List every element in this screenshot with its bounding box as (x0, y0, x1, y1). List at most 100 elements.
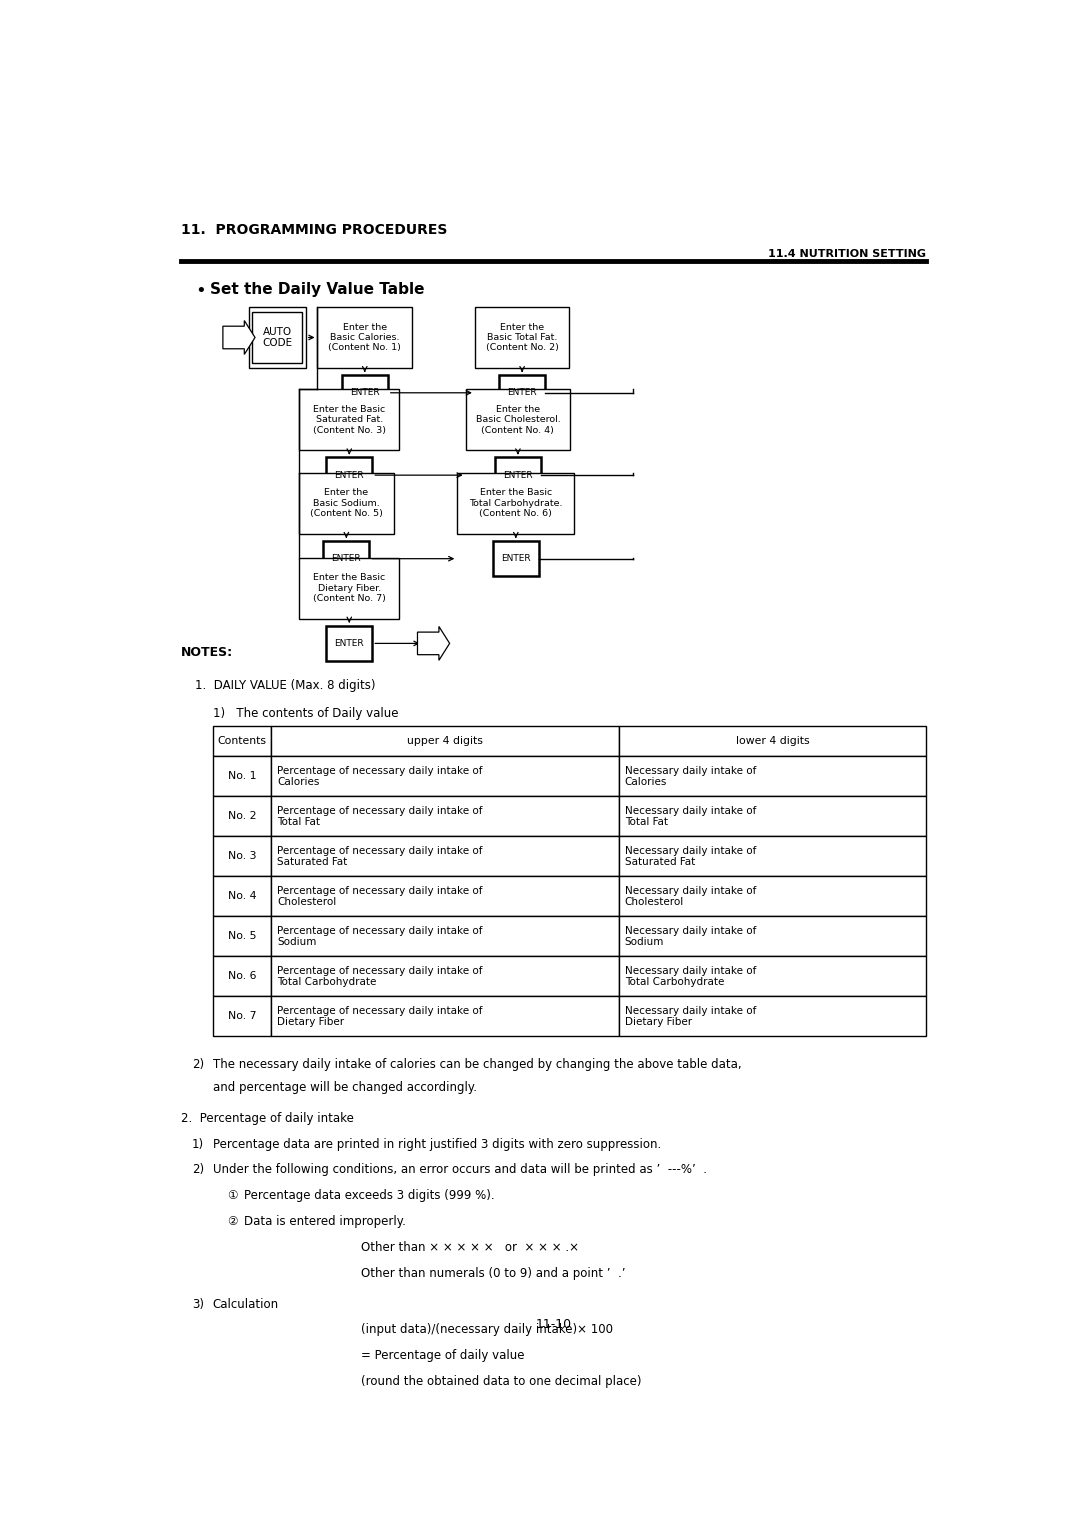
Bar (326, 626, 373, 662)
Bar (213, 796, 271, 836)
Text: No. 6: No. 6 (228, 972, 256, 981)
Bar (619, 836, 926, 877)
Text: = Percentage of daily value: = Percentage of daily value (361, 1349, 525, 1363)
Text: Calculation: Calculation (213, 1297, 279, 1311)
Text: (input data)/(necessary daily intake)× 100: (input data)/(necessary daily intake)× 1… (361, 1323, 613, 1337)
Text: lower 4 digits: lower 4 digits (735, 736, 809, 746)
Text: and percentage will be changed accordingly.: and percentage will be changed according… (213, 1082, 477, 1094)
FancyArrow shape (222, 321, 255, 354)
Text: 1.  DAILY VALUE (Max. 8 digits): 1. DAILY VALUE (Max. 8 digits) (195, 678, 376, 692)
Text: (round the obtained data to one decimal place): (round the obtained data to one decimal … (361, 1375, 642, 1389)
Bar (271, 917, 619, 957)
Text: ENTER: ENTER (503, 471, 532, 480)
Text: upper 4 digits: upper 4 digits (407, 736, 483, 746)
Text: Necessary daily intake of
Cholesterol: Necessary daily intake of Cholesterol (624, 886, 756, 908)
Text: ①: ① (227, 1189, 238, 1203)
Text: 11.  PROGRAMMING PROCEDURES: 11. PROGRAMMING PROCEDURES (181, 223, 447, 237)
Text: Contents: Contents (218, 736, 267, 746)
Text: No. 3: No. 3 (228, 851, 256, 862)
Bar (271, 796, 619, 836)
Bar (619, 917, 926, 957)
Text: Percentage of necessary daily intake of
Dietary Fiber: Percentage of necessary daily intake of … (278, 1005, 483, 1027)
Text: d: d (225, 332, 232, 344)
Text: 2.  Percentage of daily intake: 2. Percentage of daily intake (181, 1112, 354, 1125)
Text: No. 2: No. 2 (228, 811, 256, 822)
Text: Percentage of necessary daily intake of
Saturated Fat: Percentage of necessary daily intake of … (278, 845, 483, 868)
Text: Necessary daily intake of
Sodium: Necessary daily intake of Sodium (624, 926, 756, 947)
Bar (253, 312, 302, 364)
Bar (619, 957, 926, 996)
Bar (299, 472, 393, 533)
Bar (341, 376, 388, 411)
Bar (271, 756, 619, 796)
Text: ENTER: ENTER (508, 388, 537, 397)
Text: ENTER: ENTER (350, 388, 379, 397)
Text: 1)   The contents of Daily value: 1) The contents of Daily value (213, 707, 399, 720)
Text: Percentage of necessary daily intake of
Cholesterol: Percentage of necessary daily intake of … (278, 886, 483, 908)
Bar (271, 877, 619, 917)
Text: Other than numerals (0 to 9) and a point ’  .’: Other than numerals (0 to 9) and a point… (361, 1267, 625, 1280)
Text: Percentage of necessary daily intake of
Calories: Percentage of necessary daily intake of … (278, 766, 483, 787)
Bar (619, 996, 926, 1036)
Bar (271, 996, 619, 1036)
Bar (457, 472, 575, 533)
Bar (619, 796, 926, 836)
Bar (213, 726, 271, 756)
Text: NOTES:: NOTES: (181, 646, 233, 659)
Text: Percentage of necessary daily intake of
Total Carbohydrate: Percentage of necessary daily intake of … (278, 966, 483, 987)
Text: Enter the Basic
Total Carbohydrate.
(Content No. 6): Enter the Basic Total Carbohydrate. (Con… (469, 489, 563, 518)
Bar (495, 457, 541, 494)
Text: 3): 3) (192, 1297, 204, 1311)
Bar (299, 558, 400, 619)
Bar (465, 390, 570, 451)
Text: Other than × × × × ×   or  × × × .×: Other than × × × × × or × × × .× (361, 1241, 579, 1254)
Text: Enter the
Basic Cholesterol.
(Content No. 4): Enter the Basic Cholesterol. (Content No… (475, 405, 561, 435)
Text: 11.4 NUTRITION SETTING: 11.4 NUTRITION SETTING (768, 249, 926, 260)
Text: Set the Daily Value Table: Set the Daily Value Table (211, 283, 424, 296)
Bar (213, 996, 271, 1036)
Text: The necessary daily intake of calories can be changed by changing the above tabl: The necessary daily intake of calories c… (213, 1057, 742, 1071)
Text: Percentage of necessary daily intake of
Sodium: Percentage of necessary daily intake of … (278, 926, 483, 947)
Bar (213, 917, 271, 957)
Text: Percentage data exceeds 3 digits (999 %).: Percentage data exceeds 3 digits (999 %)… (244, 1189, 495, 1203)
Text: Necessary daily intake of
Saturated Fat: Necessary daily intake of Saturated Fat (624, 845, 756, 868)
Text: 2): 2) (192, 1057, 204, 1071)
Text: Enter the
Basic Sodium.
(Content No. 5): Enter the Basic Sodium. (Content No. 5) (310, 489, 382, 518)
Text: No. 7: No. 7 (228, 1012, 256, 1021)
Bar (326, 457, 373, 494)
Text: 1): 1) (192, 1137, 204, 1151)
Text: Necessary daily intake of
Total Fat: Necessary daily intake of Total Fat (624, 805, 756, 827)
Text: Percentage data are printed in right justified 3 digits with zero suppression.: Percentage data are printed in right jus… (213, 1137, 661, 1151)
FancyArrow shape (418, 626, 449, 660)
Text: Enter the Basic
Saturated Fat.
(Content No. 3): Enter the Basic Saturated Fat. (Content … (313, 405, 386, 435)
Text: ENTER: ENTER (335, 471, 364, 480)
Bar (271, 957, 619, 996)
Bar (271, 836, 619, 877)
Text: ENTER: ENTER (501, 555, 530, 564)
Text: ENTER: ENTER (335, 639, 364, 648)
Text: No. 1: No. 1 (228, 772, 256, 781)
Text: Necessary daily intake of
Calories: Necessary daily intake of Calories (624, 766, 756, 787)
Text: No. 5: No. 5 (228, 932, 256, 941)
Bar (323, 541, 369, 576)
Bar (248, 307, 306, 368)
Text: Under the following conditions, an error occurs and data will be printed as ’  -: Under the following conditions, an error… (213, 1163, 706, 1177)
Text: 11-10: 11-10 (536, 1319, 571, 1331)
Text: ENTER: ENTER (332, 555, 361, 564)
Text: •: • (195, 283, 206, 299)
Bar (213, 877, 271, 917)
Bar (619, 877, 926, 917)
Text: Necessary daily intake of
Total Carbohydrate: Necessary daily intake of Total Carbohyd… (624, 966, 756, 987)
Bar (619, 726, 926, 756)
Bar (213, 836, 271, 877)
Text: AUTO
CODE: AUTO CODE (262, 327, 293, 348)
Text: Enter the
Basic Total Fat.
(Content No. 2): Enter the Basic Total Fat. (Content No. … (486, 322, 558, 353)
Text: Enter the
Basic Calories.
(Content No. 1): Enter the Basic Calories. (Content No. 1… (328, 322, 401, 353)
Text: 2): 2) (192, 1163, 204, 1177)
Text: No. 4: No. 4 (228, 891, 256, 902)
Text: Percentage of necessary daily intake of
Total Fat: Percentage of necessary daily intake of … (278, 805, 483, 827)
Text: e: e (427, 637, 434, 649)
Text: Necessary daily intake of
Dietary Fiber: Necessary daily intake of Dietary Fiber (624, 1005, 756, 1027)
Bar (475, 307, 569, 368)
Bar (619, 756, 926, 796)
